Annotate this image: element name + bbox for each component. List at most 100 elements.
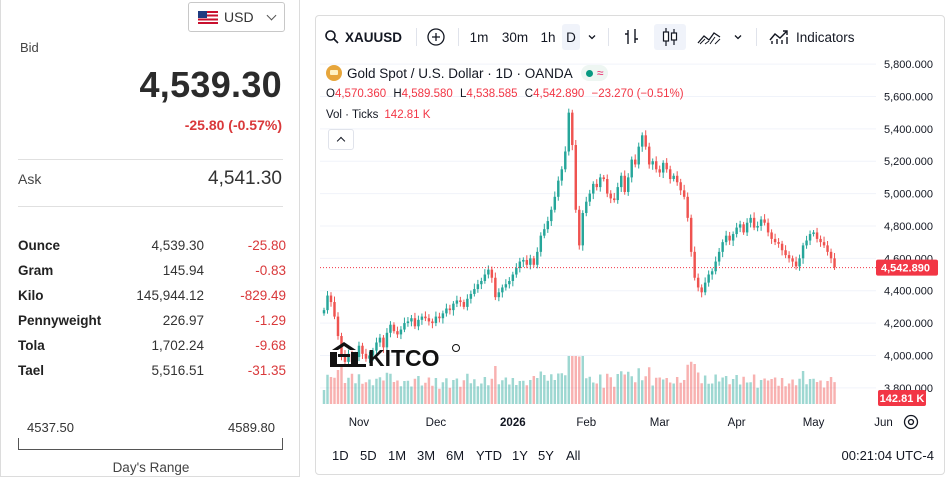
candle-body — [651, 161, 654, 165]
volume-bar — [745, 382, 749, 404]
change-value: −23.270 (−0.51%) — [591, 88, 684, 100]
range-low: 4537.50 — [27, 420, 74, 435]
candle-body — [571, 112, 574, 146]
unit-change: -25.80 — [247, 238, 286, 253]
toolbar-divider — [458, 28, 459, 46]
range-6m[interactable]: 6M — [446, 448, 465, 463]
range-ytd[interactable]: YTD — [476, 448, 502, 463]
volume-bar — [424, 382, 427, 404]
volume-bar — [675, 377, 679, 404]
volume-bar — [448, 387, 452, 404]
unit-table: Ounce 4,539.30 -25.80 Gram 145.94 -0.83 … — [18, 233, 286, 383]
chart-widget: XAUUSD 1m 30m 1h D Indicators — [315, 15, 945, 475]
volume-bar — [494, 366, 497, 404]
candle-body — [731, 234, 735, 241]
settings-button[interactable] — [903, 414, 919, 430]
volume-bar — [504, 377, 508, 404]
volume-bar — [378, 377, 382, 404]
candle-body — [606, 179, 609, 194]
price-tick-label: 4,800.000 — [884, 221, 933, 233]
volume-bar — [329, 377, 333, 404]
interval-1m[interactable]: 1m — [469, 29, 489, 45]
low-label: L — [460, 88, 467, 100]
volume-bar — [630, 376, 633, 404]
range-5y[interactable]: 5Y — [538, 448, 554, 463]
volume-bar — [480, 383, 483, 404]
volume-bar — [647, 367, 651, 404]
volume-bar — [609, 377, 612, 404]
volume-bar — [717, 381, 721, 404]
candle-style-button[interactable] — [654, 24, 686, 50]
timezone-clock[interactable]: 00:21:04 UTC-4 — [841, 448, 935, 463]
range-3m[interactable]: 3M — [417, 448, 436, 463]
volume-bar — [532, 376, 536, 404]
candle-body — [805, 240, 808, 246]
volume-bar — [550, 374, 553, 404]
volume-bar — [539, 371, 543, 404]
collapse-legend-button[interactable] — [328, 129, 354, 150]
range-1y[interactable]: 1Y — [512, 448, 528, 463]
candle-body — [452, 303, 455, 311]
candle-body — [438, 316, 441, 319]
legend-title: Gold Spot / U.S. Dollar · 1D · OANDA — [347, 65, 573, 81]
range-5d[interactable]: 5D — [360, 448, 377, 463]
price-chart[interactable]: KITCO 5,800.000 5,600.000 5,400.000 5,200.0… — [316, 56, 945, 436]
bar-style-button[interactable] — [618, 24, 646, 50]
candle-body — [763, 219, 766, 223]
interval-1h[interactable]: 1h — [540, 29, 556, 45]
gold-symbol-icon — [326, 65, 342, 81]
candle-body — [710, 271, 714, 275]
range-high: 4589.80 — [228, 420, 275, 435]
symbol-search[interactable]: XAUUSD — [324, 24, 402, 50]
candle-body — [801, 245, 805, 259]
wave-icon: ≈ — [596, 66, 604, 80]
volume-bar — [620, 371, 623, 404]
compare-button[interactable] — [424, 24, 448, 50]
candle-body — [826, 245, 829, 252]
volume-bar — [578, 356, 581, 404]
candle-body — [630, 159, 633, 178]
indicators-button[interactable]: Indicators — [768, 24, 855, 50]
volume-bar — [661, 379, 665, 404]
interval-dropdown[interactable] — [584, 24, 600, 50]
chart-style-dropdown[interactable] — [730, 24, 746, 50]
range-1d[interactable]: 1D — [332, 448, 349, 463]
candle-body — [742, 224, 745, 233]
candle-body — [700, 287, 703, 293]
volume-bar — [410, 386, 413, 404]
candle-body — [578, 209, 581, 246]
price-tick-label: 5,400.000 — [884, 124, 933, 136]
range-label: Day's Range — [112, 460, 190, 475]
range-all[interactable]: All — [566, 448, 581, 463]
candle-body — [343, 355, 347, 362]
candle-body — [487, 269, 490, 275]
bar-style-icon — [625, 29, 638, 44]
currency-value: USD — [224, 9, 254, 25]
candle-body — [686, 196, 689, 218]
volume-bar — [833, 382, 836, 404]
range-1m[interactable]: 1M — [388, 448, 407, 463]
time-axis: Nov Dec 2026 Feb Mar Apr May Jun — [349, 417, 893, 429]
currency-select[interactable]: USD — [188, 2, 285, 32]
candle-body — [392, 324, 396, 332]
candle-body — [654, 161, 658, 170]
volume-bar — [770, 379, 773, 404]
volume-bar — [567, 356, 571, 404]
volume-bar — [654, 377, 658, 404]
volume-bar — [700, 383, 703, 404]
candle-body — [637, 146, 640, 165]
volume-bar — [606, 373, 609, 404]
candle-body — [784, 250, 787, 256]
interval-30m[interactable]: 30m — [501, 29, 529, 45]
candle-body — [378, 337, 382, 343]
candle-body — [602, 177, 605, 180]
candle-body — [466, 298, 469, 307]
volume-bar — [613, 386, 616, 404]
interval-d[interactable]: D — [562, 24, 580, 50]
candle-body — [375, 342, 378, 351]
area-style-button[interactable] — [694, 24, 724, 50]
candle-body — [815, 232, 819, 239]
low-value: 4,538.585 — [466, 88, 518, 100]
market-status-pill[interactable]: ≈ — [580, 65, 609, 81]
unit-value: 145.94 — [162, 263, 204, 278]
